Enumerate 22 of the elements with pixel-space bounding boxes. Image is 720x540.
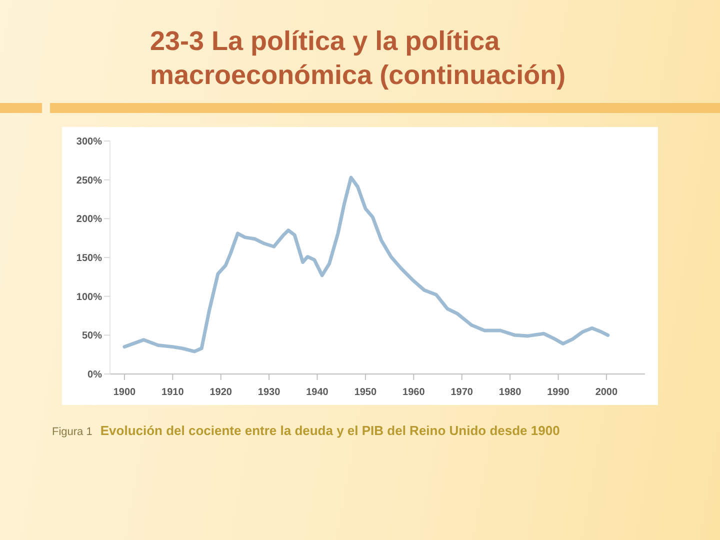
line-series xyxy=(122,176,610,354)
x-tick-label: 1970 xyxy=(450,387,474,398)
y-tick-label: 150% xyxy=(76,253,102,264)
x-tick-label: 1980 xyxy=(498,387,522,398)
x-tick-label: 1920 xyxy=(210,387,232,398)
x-tick-label: 1960 xyxy=(402,387,426,398)
x-tick-label: 1990 xyxy=(547,387,570,398)
y-tick-label: 250% xyxy=(76,175,102,186)
text: Figura 1 xyxy=(52,426,92,438)
text: Evolución del cociente entre la deuda y el PIB del Reino Unido desde 1900 xyxy=(100,423,560,438)
x-tick-label: 1940 xyxy=(306,387,329,398)
y-tick-label: 50% xyxy=(82,330,102,342)
x-tick-label: 1930 xyxy=(258,387,281,398)
y-tick-label: 200% xyxy=(76,214,102,226)
x-tick-label: 1950 xyxy=(354,387,378,398)
x-tick-label: 2000 xyxy=(595,387,618,398)
x-tick-label: 1910 xyxy=(162,387,184,398)
chart-title: 23-3 La política y la política macroeconómica (continuación) xyxy=(150,25,567,92)
y-tick-label: 300% xyxy=(76,136,102,148)
y-tick-label: 100% xyxy=(76,292,102,303)
x-tick-label: 1900 xyxy=(113,387,136,398)
y-tick-label: 0% xyxy=(88,370,102,381)
